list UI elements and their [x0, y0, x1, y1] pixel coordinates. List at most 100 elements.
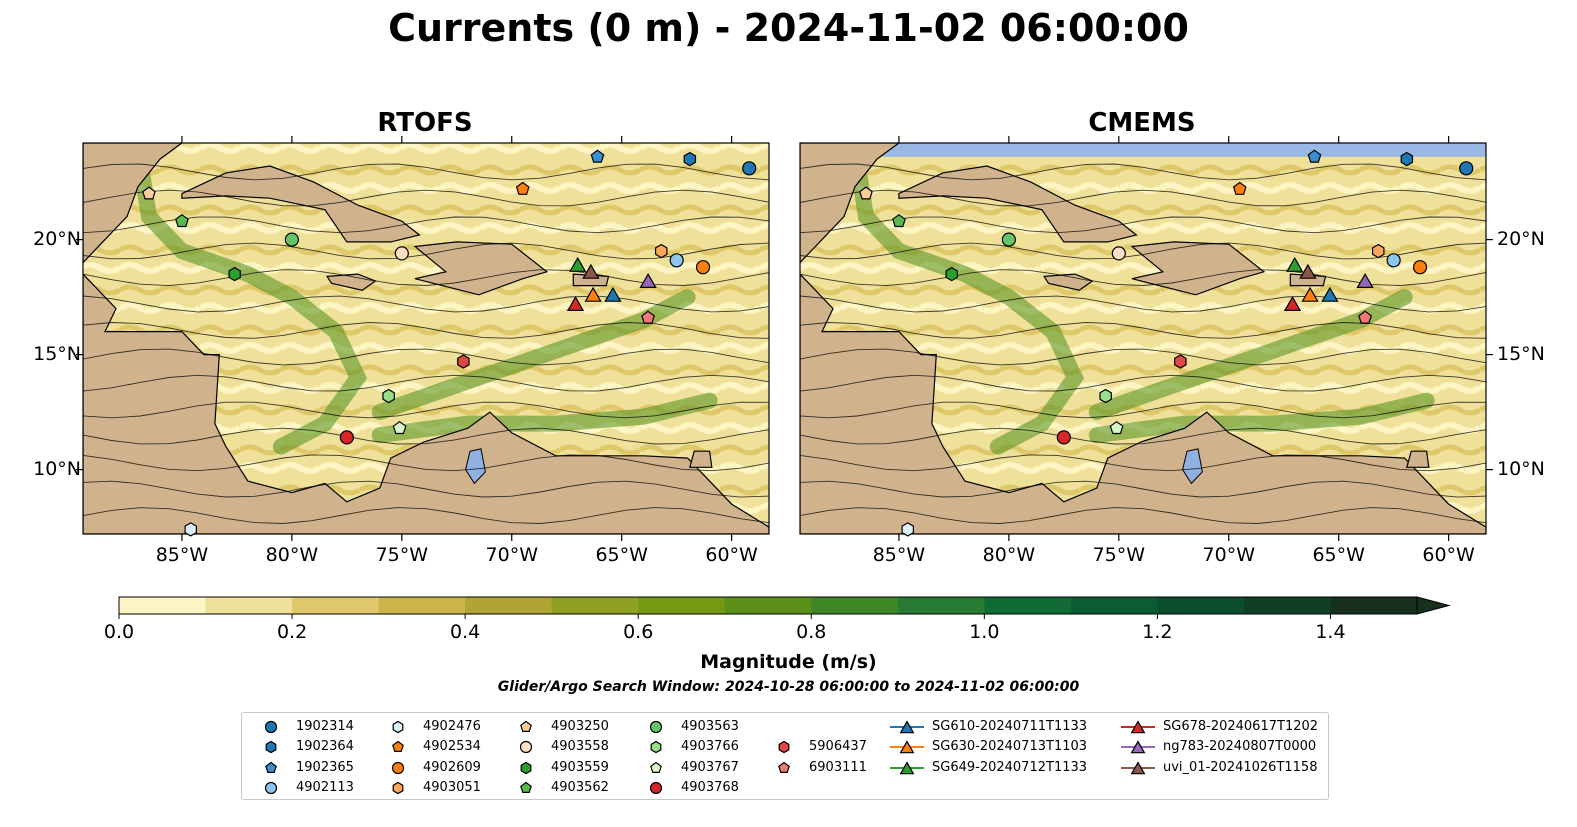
- platform-marker-4902113: [669, 253, 684, 268]
- legend-marker: [392, 781, 404, 795]
- x-tick-label: 65°W: [1312, 544, 1365, 566]
- colorbar-tick-label: 0.6: [623, 621, 654, 643]
- streamline: [83, 163, 769, 181]
- x-tick-label: 70°W: [485, 544, 538, 566]
- colorbar-bin: [551, 597, 639, 614]
- legend-marker: [650, 740, 662, 754]
- streamline: [800, 322, 1486, 339]
- streamline: [800, 454, 1486, 472]
- streamline: [83, 427, 769, 445]
- platform-marker-6903111: [641, 310, 656, 324]
- legend-marker: [778, 740, 790, 754]
- streamline: [83, 374, 769, 392]
- streamline: [83, 295, 769, 313]
- legend-marker: [1121, 761, 1155, 775]
- legend-marker: [1121, 720, 1155, 734]
- streamline: [83, 189, 769, 207]
- legend-marker: [392, 740, 404, 752]
- streamline: [800, 427, 1486, 445]
- platform-marker-4903767: [1109, 420, 1124, 435]
- colorbar: [118, 596, 1451, 619]
- legend-label: 4903562: [551, 780, 609, 795]
- legend-label: 1902365: [296, 760, 354, 775]
- legend-label: 6903111: [809, 760, 867, 775]
- platform-marker-4903250: [859, 186, 873, 200]
- platform-marker-ng783-20240807T0000: [639, 272, 657, 288]
- streamline: [800, 480, 1486, 498]
- rtofs-map: [76, 136, 770, 541]
- colorbar-bin: [465, 597, 553, 614]
- platform-marker-4903767: [392, 420, 407, 435]
- legend-marker: [1121, 740, 1155, 754]
- legend-marker: [265, 761, 277, 773]
- land-mass: [898, 165, 1138, 243]
- land-mass: [1406, 450, 1430, 468]
- platform-marker-1902364: [683, 151, 697, 167]
- platform-marker-4903051: [654, 243, 668, 259]
- platform-marker-1902365: [590, 149, 605, 163]
- streamline: [83, 507, 769, 524]
- platform-marker-4902476: [184, 522, 197, 537]
- platform-marker-uvi_01-20241026T1158: [582, 263, 600, 279]
- legend-marker: [650, 761, 662, 773]
- colorbar-bin: [897, 597, 985, 614]
- streamline: [83, 269, 769, 287]
- legend-label: 4903558: [551, 739, 609, 754]
- legend-label: 1902364: [296, 739, 354, 754]
- platform-marker-4903563: [284, 232, 299, 247]
- colorbar-bin: [724, 597, 812, 614]
- x-tick-label: 60°W: [1422, 544, 1475, 566]
- platform-marker-4903766: [1099, 388, 1112, 404]
- platform-marker-4903558: [394, 246, 409, 261]
- map-frame: [799, 142, 1487, 535]
- platform-marker-4902113: [1386, 253, 1401, 268]
- legend-label: ng783-20240807T0000: [1163, 739, 1317, 754]
- x-tick-label: 75°W: [1092, 544, 1146, 566]
- streamline: [83, 454, 769, 472]
- legend-marker: [265, 740, 277, 754]
- colorbar-bin: [1157, 597, 1245, 614]
- legend-label: 4902476: [423, 719, 481, 734]
- streamline: [83, 480, 769, 498]
- streamline: [800, 189, 1486, 207]
- platform-marker-4902534: [515, 181, 530, 195]
- panel-title-cmems: CMEMS: [1088, 108, 1196, 138]
- platform-marker-4902609: [1412, 260, 1428, 275]
- colorbar-bin: [638, 597, 726, 614]
- colorbar-bin: [378, 597, 466, 614]
- colorbar-bin: [292, 597, 380, 614]
- platform-marker-4903562: [175, 213, 189, 228]
- colorbar-extend-arrow: [1416, 596, 1451, 615]
- platform-marker-SG678-20240617T1202: [1283, 295, 1302, 311]
- legend-marker: [264, 720, 278, 734]
- colorbar-bin: [1330, 597, 1418, 614]
- colorbar-bin: [205, 597, 293, 614]
- x-tick-label: 65°W: [595, 544, 648, 566]
- y-tick-label: 20°N: [33, 227, 81, 250]
- platform-marker-4903558: [1111, 246, 1126, 261]
- colorbar-tick-label: 0.2: [276, 621, 308, 643]
- platform-marker-1902364: [1400, 151, 1414, 167]
- platform-marker-1902365: [1307, 149, 1322, 163]
- colorbar-tick-label: 1.2: [1142, 621, 1173, 643]
- current-jet: [1088, 392, 1435, 444]
- legend-label: 4903051: [423, 780, 481, 795]
- platform-marker-4903563: [1001, 232, 1016, 247]
- streamline: [800, 295, 1486, 313]
- platform-marker-SG630-20240713T1103: [1301, 286, 1319, 302]
- streamline: [800, 242, 1486, 260]
- legend-marker: [520, 781, 532, 793]
- legend-label: 4903563: [681, 719, 739, 734]
- legend-label: 4903559: [551, 760, 609, 775]
- platform-marker-4903250: [142, 186, 156, 200]
- no-data-band: [800, 143, 1486, 157]
- map-frame: [82, 142, 770, 535]
- platform-marker-4903562: [892, 213, 906, 228]
- colorbar-tick-label: 0.4: [450, 621, 481, 643]
- legend-marker: [264, 781, 278, 795]
- colorbar-tick-label: 0.0: [103, 621, 135, 643]
- x-tick-label: 75°W: [375, 544, 429, 566]
- land-mass: [83, 273, 769, 534]
- platform-marker-4903051: [1371, 243, 1385, 259]
